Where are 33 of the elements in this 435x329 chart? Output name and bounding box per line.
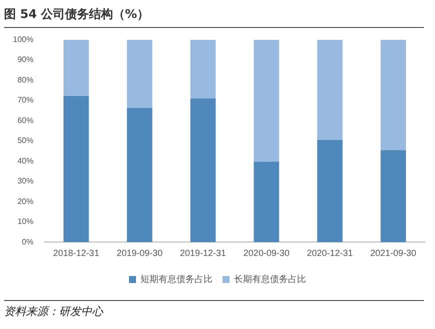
bar xyxy=(380,40,406,150)
y-tick-label: 50% xyxy=(17,136,34,146)
x-tick-label: 2020-12-31 xyxy=(306,248,353,258)
y-tick-label: 10% xyxy=(17,217,34,226)
text: 资料来源：研发中心 xyxy=(4,300,424,319)
chart-title: 图 54 公司债务结构（%） xyxy=(4,6,424,28)
x-tick-label: 2021-09-30 xyxy=(370,248,416,258)
bar xyxy=(190,40,216,98)
x-tick-label: 2020-09-30 xyxy=(243,248,290,258)
y-tick-label: 30% xyxy=(17,176,34,186)
bar xyxy=(380,150,406,242)
bar xyxy=(317,40,343,140)
bar xyxy=(63,40,89,96)
bar xyxy=(317,140,343,242)
x-tick-label: 2018-12-31 xyxy=(53,248,100,258)
y-tick-label: 100% xyxy=(12,35,34,44)
y-tick-label: 20% xyxy=(17,196,34,206)
bar xyxy=(254,40,280,162)
legend-label: 短期有息债务占比 xyxy=(140,274,212,284)
y-tick-label: 90% xyxy=(17,55,34,64)
y-tick-label: 70% xyxy=(17,96,34,105)
y-tick-label: 80% xyxy=(17,75,34,84)
bar xyxy=(126,40,152,108)
x-tick-label: 2019-12-31 xyxy=(180,248,226,258)
bar xyxy=(63,96,89,242)
bar xyxy=(126,108,152,242)
y-tick-label: 0% xyxy=(22,237,34,246)
bar xyxy=(254,162,280,242)
y-tick-label: 60% xyxy=(17,116,34,125)
x-tick-label: 2019-09-30 xyxy=(116,248,163,258)
legend-label: 长期有息债务占比 xyxy=(234,274,306,284)
bar xyxy=(190,98,216,242)
y-tick-label: 40% xyxy=(17,156,34,166)
